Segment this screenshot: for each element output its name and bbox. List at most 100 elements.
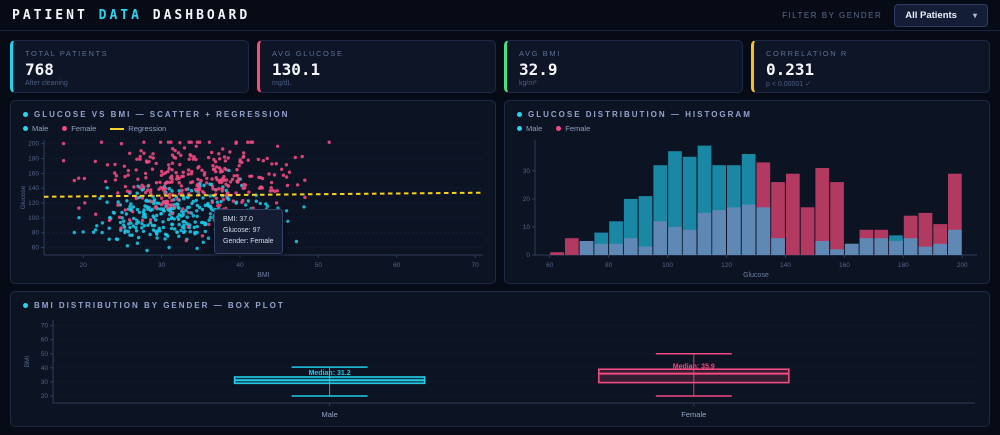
svg-text:0: 0 [526,252,530,259]
svg-text:Median: 31.2: Median: 31.2 [309,370,351,377]
histogram-panel-title: GLUCOSE DISTRIBUTION — HISTOGRAM [505,101,989,122]
scatter-title-text: GLUCOSE VS BMI — SCATTER + REGRESSION [34,110,290,119]
svg-text:30: 30 [41,379,49,386]
gender-filter-dropdown[interactable]: All Patients ▾ [894,3,988,27]
svg-text:200: 200 [957,262,968,269]
svg-text:160: 160 [839,262,850,269]
stat-card-avg-glucose: AVG GLUCOSE 130.1 mg/dL [257,40,496,93]
stat-card-avg-bmi: AVG BMI 32.9 kg/m² [504,40,743,93]
svg-text:Glucose: Glucose [743,272,769,279]
stat-sub: After cleaning [25,80,68,87]
svg-text:80: 80 [32,230,40,237]
stat-label: AVG GLUCOSE [272,49,344,58]
svg-text:40: 40 [236,262,244,269]
svg-text:180: 180 [898,262,909,269]
regression-line-icon [110,127,125,130]
title-data: DATA [98,7,142,23]
scatter-panel: GLUCOSE VS BMI — SCATTER + REGRESSION Ma… [10,100,496,284]
svg-text:160: 160 [28,170,39,177]
stat-sub: kg/m² [519,80,537,87]
scatter-chart-area: 60 80 100 120 140 160 180 200 20 30 40 50 60 70 BMI Glu… [11,133,495,284]
scatter-panel-title: GLUCOSE VS BMI — SCATTER + REGRESSION [11,101,495,122]
svg-text:70: 70 [472,262,480,269]
svg-text:80: 80 [605,262,613,269]
panel-accent-dot-icon [23,112,28,117]
stat-sub: mg/dL [272,80,292,87]
svg-text:50: 50 [315,262,323,269]
svg-text:60: 60 [393,262,401,269]
histogram-title-text: GLUCOSE DISTRIBUTION — HISTOGRAM [528,110,752,119]
boxplot-chart-svg: 20 30 40 50 60 70 BMI Median: 31.2 Male Median: 3… [24,320,975,419]
stat-cards-row: TOTAL PATIENTS 768 After cleaning AVG GL… [0,31,1000,93]
stat-card-total-patients: TOTAL PATIENTS 768 After cleaning [10,40,249,93]
svg-text:Median: 35.9: Median: 35.9 [673,364,715,371]
scatter-tooltip: BMI: 37.0 Glucose: 97 Gender: Female [214,209,283,254]
male-dot-icon [23,126,28,131]
svg-text:60: 60 [546,262,554,269]
stat-label: AVG BMI [519,49,561,58]
boxplot-title-text: BMI DISTRIBUTION BY GENDER — BOX PLOT [34,301,285,310]
svg-text:200: 200 [28,141,39,148]
legend-item-male: Male [517,124,542,133]
scatter-legend: Male Female Regression [11,122,495,133]
female-dot-icon [62,126,68,131]
boxplot-panel: BMI DISTRIBUTION BY GENDER — BOX PLOT 20… [10,291,990,427]
scatter-chart-svg: 60 80 100 120 140 160 180 200 20 30 40 50 60 70 BMI Glu… [20,140,484,279]
svg-text:30: 30 [523,168,531,175]
svg-text:20: 20 [523,196,531,203]
stat-value: 130.1 [272,60,321,79]
stat-sub: p < 0.00001 ✓ [766,81,811,88]
svg-text:20: 20 [41,393,49,400]
boxplot-chart-area: 20 30 40 50 60 70 BMI Median: 31.2 Male Median: 3… [11,313,989,428]
stat-value: 0.231 [766,60,815,79]
legend-item-regression: Regression [110,124,166,133]
gender-filter-value: All Patients [905,9,957,21]
svg-text:120: 120 [28,200,39,207]
svg-text:40: 40 [41,365,49,372]
svg-text:20: 20 [80,262,88,269]
tooltip-gender: Gender: Female [223,237,274,245]
svg-text:100: 100 [662,262,673,269]
stat-label: TOTAL PATIENTS [25,49,109,58]
tooltip-bmi: BMI: 37.0 [223,216,253,223]
svg-text:BMI: BMI [257,272,270,279]
stat-label: CORRELATION R [766,49,848,58]
svg-text:30: 30 [158,262,166,269]
svg-text:100: 100 [28,215,39,222]
male-dot-icon [517,126,522,131]
histogram-panel: GLUCOSE DISTRIBUTION — HISTOGRAM Male Fe… [504,100,990,284]
histogram-legend: Male Female [505,122,989,133]
svg-text:50: 50 [41,351,49,358]
stat-card-correlation: CORRELATION R 0.231 p < 0.00001 ✓ [751,40,990,93]
svg-text:70: 70 [41,323,49,330]
panel-accent-dot-icon [23,303,28,308]
title-dashboard: DASHBOARD [141,7,251,23]
svg-text:60: 60 [41,337,49,344]
stat-value: 32.9 [519,60,558,79]
app-header: PATIENT DATA DASHBOARD FILTER BY GENDER … [0,0,1000,31]
svg-text:140: 140 [28,185,39,192]
boxplot-panel-title: BMI DISTRIBUTION BY GENDER — BOX PLOT [11,292,989,313]
svg-text:60: 60 [32,245,40,252]
svg-text:Glucose: Glucose [20,185,27,209]
charts-row: GLUCOSE VS BMI — SCATTER + REGRESSION Ma… [0,93,1000,284]
svg-text:10: 10 [523,224,531,231]
title-patient: PATIENT [12,7,99,23]
legend-item-female: Female [556,124,590,133]
panel-accent-dot-icon [517,112,522,117]
page-title: PATIENT DATA DASHBOARD [12,8,250,23]
stat-value: 768 [25,60,54,79]
female-dot-icon [556,126,562,131]
svg-text:180: 180 [28,156,39,163]
tooltip-glucose: Glucose: 97 [223,226,261,234]
svg-text:Male: Male [321,410,337,419]
svg-text:140: 140 [780,262,791,269]
svg-text:BMI: BMI [24,356,31,368]
chevron-down-icon: ▾ [972,10,977,20]
svg-text:120: 120 [721,262,732,269]
legend-item-female: Female [62,124,96,133]
svg-text:Female: Female [681,410,706,419]
gender-filter: FILTER BY GENDER All Patients ▾ [782,3,988,27]
histogram-chart-area: 0 10 20 30 60 80 100 120 140 160 180 200 Glucose [505,133,989,284]
filter-label: FILTER BY GENDER [782,10,883,20]
